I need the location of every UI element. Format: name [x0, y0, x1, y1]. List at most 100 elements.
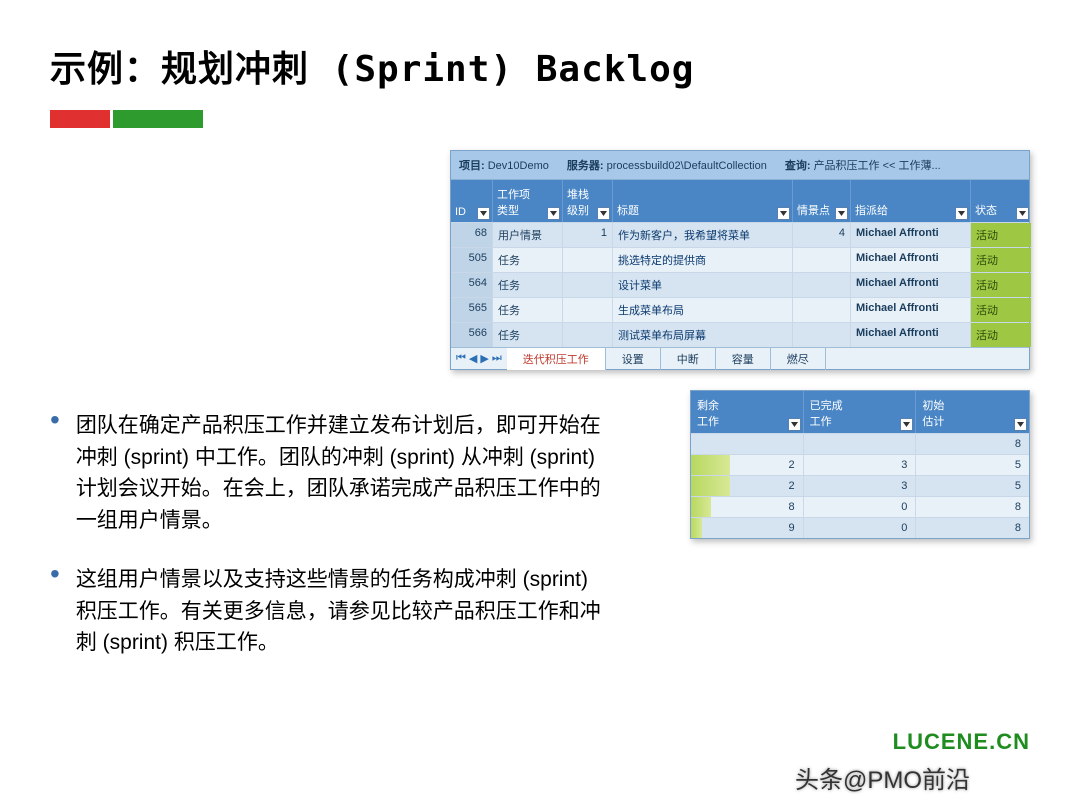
list-item: • 这组用户情景以及支持这些情景的任务构成冲刺 (sprint) 积压工作。有关… [50, 564, 610, 659]
cell-title: 设计菜单 [613, 273, 793, 297]
table-row[interactable]: 68用户情景1作为新客户，我希望将菜单4Michael Affronti活动 [451, 222, 1029, 247]
cell-id: 564 [451, 273, 493, 297]
cell-assigned: Michael Affronti [851, 323, 971, 347]
table-row[interactable]: 565任务生成菜单布局Michael Affronti活动 [451, 297, 1029, 322]
cell-initial: 5 [916, 455, 1029, 475]
server-label: 服务器: [567, 160, 604, 172]
table-row[interactable]: 564任务设计菜单Michael Affronti活动 [451, 272, 1029, 297]
dropdown-icon[interactable] [788, 418, 801, 431]
dropdown-icon[interactable] [900, 418, 913, 431]
list-item: • 团队在确定产品积压工作并建立发布计划后，即可开始在冲刺 (sprint) 中… [50, 410, 610, 536]
cell-initial: 8 [916, 518, 1029, 538]
dropdown-icon[interactable] [1016, 207, 1029, 220]
cell-type: 用户情景 [493, 223, 563, 247]
table-row[interactable]: 566任务测试菜单布局屏幕Michael Affronti活动 [451, 322, 1029, 347]
table-row[interactable]: 505任务挑选特定的提供商Michael Affronti活动 [451, 247, 1029, 272]
th-assigned[interactable]: 指派给 [851, 180, 971, 222]
cell-stack [563, 248, 613, 272]
cell-title: 作为新客户，我希望将菜单 [613, 223, 793, 247]
bullet-dot-icon: • [50, 410, 60, 536]
cell-points: 4 [793, 223, 851, 247]
th-points[interactable]: 情景点 [793, 180, 851, 222]
nav-prev-icon[interactable]: ◀ [469, 352, 477, 365]
table-row[interactable]: 808 [691, 496, 1029, 517]
progress-header-row: 剩余工作 已完成工作 初始估计 [691, 391, 1029, 433]
cell-stack [563, 323, 613, 347]
table-row[interactable]: 908 [691, 517, 1029, 538]
cell-completed: 3 [804, 476, 917, 496]
th-title[interactable]: 标题 [613, 180, 793, 222]
cell-initial: 8 [916, 497, 1029, 517]
nav-buttons[interactable]: ⏮ ◀ ▶ ⏭ [451, 352, 507, 365]
server-value: processbuild02\DefaultCollection [607, 160, 767, 172]
cell-points [793, 248, 851, 272]
cell-points [793, 273, 851, 297]
dropdown-icon[interactable] [835, 207, 848, 220]
table-row[interactable]: 235 [691, 475, 1029, 496]
cell-completed: 0 [804, 497, 917, 517]
progress-body: 8235235808908 [691, 433, 1029, 538]
tab-capacity[interactable]: 容量 [716, 348, 771, 370]
cell-assigned: Michael Affronti [851, 298, 971, 322]
cell-assigned: Michael Affronti [851, 223, 971, 247]
accent-bars [50, 110, 1030, 128]
cell-remaining: 9 [691, 518, 804, 538]
cell-status: 活动 [971, 273, 1031, 297]
th-initial[interactable]: 初始估计 [916, 391, 1029, 433]
th-status[interactable]: 状态 [971, 180, 1031, 222]
bullet-list: • 团队在确定产品积压工作并建立发布计划后，即可开始在冲刺 (sprint) 中… [50, 410, 610, 687]
dropdown-icon[interactable] [777, 207, 790, 220]
tab-backlog[interactable]: 迭代积压工作 [507, 348, 606, 370]
cell-initial: 8 [916, 434, 1029, 454]
tab-settings[interactable]: 设置 [606, 348, 661, 370]
credit-text-overlay: 头条@PMO前沿 [795, 760, 970, 795]
tab-interrupt[interactable]: 中断 [661, 348, 716, 370]
cell-stack [563, 273, 613, 297]
th-remaining[interactable]: 剩余工作 [691, 391, 804, 433]
cell-points [793, 298, 851, 322]
tab-burndown[interactable]: 燃尽 [771, 348, 826, 370]
nav-first-icon[interactable]: ⏮ [456, 352, 466, 365]
logo-text: LUCENE.CN [893, 729, 1030, 755]
dropdown-icon[interactable] [477, 207, 490, 220]
cell-id: 68 [451, 223, 493, 247]
nav-last-icon[interactable]: ⏭ [492, 352, 502, 365]
cell-title: 生成菜单布局 [613, 298, 793, 322]
cell-type: 任务 [493, 323, 563, 347]
cell-assigned: Michael Affronti [851, 273, 971, 297]
cell-title: 挑选特定的提供商 [613, 248, 793, 272]
bullet-text: 团队在确定产品积压工作并建立发布计划后，即可开始在冲刺 (sprint) 中工作… [76, 410, 610, 536]
cell-stack [563, 298, 613, 322]
th-completed[interactable]: 已完成工作 [804, 391, 917, 433]
dropdown-icon[interactable] [1014, 418, 1027, 431]
project-label: 项目: [459, 160, 485, 172]
progress-table: 剩余工作 已完成工作 初始估计 8235235808908 [690, 390, 1030, 539]
nav-next-icon[interactable]: ▶ [480, 352, 488, 365]
cell-type: 任务 [493, 248, 563, 272]
cell-remaining [691, 434, 804, 454]
th-type[interactable]: 工作项类型 [493, 180, 563, 222]
query-label: 查询: [785, 160, 811, 172]
cell-completed [804, 434, 917, 454]
cell-remaining: 8 [691, 497, 804, 517]
accent-bar-red [50, 110, 110, 128]
bullet-text: 这组用户情景以及支持这些情景的任务构成冲刺 (sprint) 积压工作。有关更多… [76, 564, 610, 659]
cell-assigned: Michael Affronti [851, 248, 971, 272]
table-row[interactable]: 8 [691, 433, 1029, 454]
cell-initial: 5 [916, 476, 1029, 496]
table-header-row: ID 工作项类型 堆栈级别 标题 情景点 指派给 状态 [451, 180, 1029, 222]
cell-type: 任务 [493, 298, 563, 322]
dropdown-icon[interactable] [547, 207, 560, 220]
th-id[interactable]: ID [451, 180, 493, 222]
accent-bar-green [113, 110, 203, 128]
th-stack[interactable]: 堆栈级别 [563, 180, 613, 222]
dropdown-icon[interactable] [955, 207, 968, 220]
table-info-bar: 项目: Dev10Demo 服务器: processbuild02\Defaul… [451, 151, 1029, 180]
cell-title: 测试菜单布局屏幕 [613, 323, 793, 347]
cell-remaining: 2 [691, 476, 804, 496]
table-row[interactable]: 235 [691, 454, 1029, 475]
dropdown-icon[interactable] [597, 207, 610, 220]
cell-remaining: 2 [691, 455, 804, 475]
cell-status: 活动 [971, 323, 1031, 347]
cell-status: 活动 [971, 298, 1031, 322]
